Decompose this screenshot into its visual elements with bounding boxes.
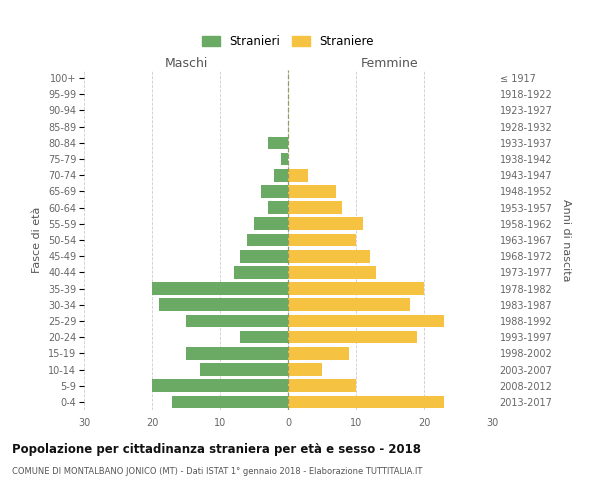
- Bar: [241, 250, 288, 262]
- Bar: [274, 169, 288, 181]
- Bar: [288, 331, 417, 344]
- Bar: [288, 234, 356, 246]
- Bar: [268, 202, 288, 214]
- Bar: [288, 185, 335, 198]
- Bar: [186, 314, 288, 328]
- Bar: [288, 396, 445, 408]
- Bar: [159, 298, 288, 311]
- Bar: [288, 347, 349, 360]
- Bar: [254, 218, 288, 230]
- Bar: [281, 152, 288, 166]
- Bar: [288, 314, 445, 328]
- Y-axis label: Anni di nascita: Anni di nascita: [561, 198, 571, 281]
- Bar: [247, 234, 288, 246]
- Bar: [172, 396, 288, 408]
- Bar: [200, 363, 288, 376]
- Bar: [233, 266, 288, 278]
- Bar: [152, 282, 288, 295]
- Text: Popolazione per cittadinanza straniera per età e sesso - 2018: Popolazione per cittadinanza straniera p…: [12, 442, 421, 456]
- Bar: [288, 380, 356, 392]
- Text: COMUNE DI MONTALBANO JONICO (MT) - Dati ISTAT 1° gennaio 2018 - Elaborazione TUT: COMUNE DI MONTALBANO JONICO (MT) - Dati …: [12, 468, 422, 476]
- Legend: Stranieri, Straniere: Stranieri, Straniere: [202, 35, 374, 48]
- Bar: [288, 363, 322, 376]
- Y-axis label: Fasce di età: Fasce di età: [32, 207, 43, 273]
- Bar: [288, 202, 343, 214]
- Bar: [288, 250, 370, 262]
- Bar: [152, 380, 288, 392]
- Bar: [186, 347, 288, 360]
- Bar: [261, 185, 288, 198]
- Bar: [288, 169, 308, 181]
- Text: Maschi: Maschi: [164, 57, 208, 70]
- Text: Femmine: Femmine: [361, 57, 419, 70]
- Bar: [288, 282, 424, 295]
- Bar: [268, 136, 288, 149]
- Bar: [241, 331, 288, 344]
- Bar: [288, 298, 410, 311]
- Bar: [288, 218, 363, 230]
- Bar: [288, 266, 376, 278]
